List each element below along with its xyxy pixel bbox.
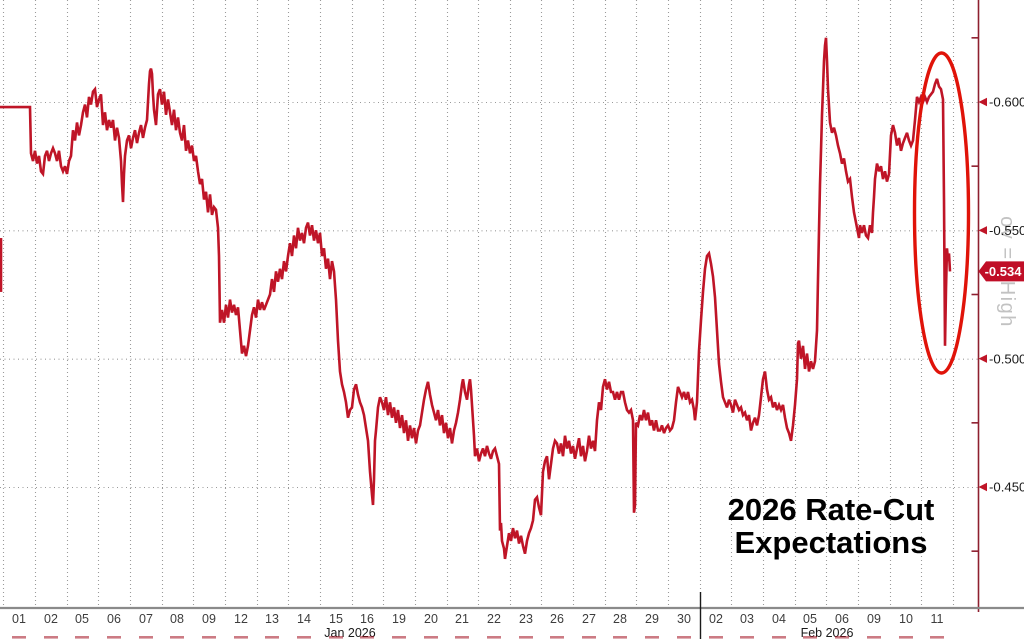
x-tick-label: 06 (835, 612, 849, 626)
bottom-dash (867, 636, 881, 639)
chart-title: 2026 Rate-Cut Expectations (728, 492, 935, 560)
bottom-dash (455, 636, 469, 639)
chart-title-line1: 2026 Rate-Cut (728, 492, 935, 527)
chart-title-line2: Expectations (735, 525, 928, 560)
bottom-dash (234, 636, 248, 639)
y-tick-label: -0.500 (989, 351, 1024, 366)
bottom-dash (44, 636, 58, 639)
x-tick-label: 14 (297, 612, 311, 626)
y-tick-label: -0.550 (989, 223, 1024, 238)
x-tick-label: 05 (75, 612, 89, 626)
x-tick-label: 30 (677, 612, 691, 626)
bottom-dash (297, 636, 311, 639)
bottom-dash (709, 636, 723, 639)
x-tick-label: 23 (519, 612, 533, 626)
last-price-badge-label: -0.534 (985, 264, 1023, 279)
x-tick-label: 04 (772, 612, 786, 626)
x-tick-label: 03 (740, 612, 754, 626)
month-label: Feb 2026 (801, 626, 854, 639)
y-tick-arrow (978, 482, 987, 492)
bottom-dash (582, 636, 596, 639)
x-tick-label: 01 (12, 612, 26, 626)
x-tick-label: 07 (139, 612, 153, 626)
bottom-dash (613, 636, 627, 639)
bottom-dash (487, 636, 501, 639)
bottom-dash (170, 636, 184, 639)
bottom-dash (12, 636, 26, 639)
x-tick-label: 06 (107, 612, 121, 626)
bottom-dash (645, 636, 659, 639)
bottom-panel-fragment (12, 636, 944, 639)
bottom-dash (424, 636, 438, 639)
vertical-gridlines (2, 0, 955, 608)
bottom-dash (519, 636, 533, 639)
bottom-dash (202, 636, 216, 639)
x-tick-label: 11 (931, 612, 944, 626)
bottom-dash (329, 636, 343, 639)
bottom-dash (392, 636, 406, 639)
month-labels: Jan 2026 Feb 2026 (324, 626, 853, 639)
x-tick-label: 19 (392, 612, 406, 626)
y-tick-label: -0.600 (989, 95, 1024, 110)
x-tick-label: 29 (645, 612, 659, 626)
y-tick-label: -0.450 (989, 480, 1024, 495)
annotation-ellipse (912, 51, 971, 375)
bottom-dash (550, 636, 564, 639)
price-line-series (0, 37, 952, 560)
bottom-dash (107, 636, 121, 639)
x-tick-label: 20 (424, 612, 438, 626)
x-tick-label: 05 (803, 612, 817, 626)
month-label: Jan 2026 (324, 626, 375, 639)
series-path (0, 37, 952, 560)
bottom-dash (265, 636, 279, 639)
bottom-dash (75, 636, 89, 639)
y-tick-arrow (978, 226, 987, 235)
bottom-dash (360, 636, 374, 639)
bottom-dash (899, 636, 913, 639)
x-tick-label: 27 (582, 612, 596, 626)
x-tick-label: 12 (234, 612, 248, 626)
x-tick-label: 09 (867, 612, 881, 626)
x-tick-label: 28 (613, 612, 627, 626)
x-tick-label: 09 (202, 612, 216, 626)
x-axis-labels: 01 02 05 06 07 08 09 12 13 14 15 16 19 20 21 22 23 26 27 28… (12, 612, 943, 626)
last-price-badge-shape (978, 261, 1024, 282)
x-tick-label: 02 (44, 612, 58, 626)
x-tick-label: 08 (170, 612, 184, 626)
bottom-dash (139, 636, 153, 639)
bottom-dash (835, 636, 849, 639)
x-tick-label: 10 (899, 612, 913, 626)
y-axis-ticks: -0.600 -0.550 -0.500 -0.450 (971, 37, 1024, 552)
horizontal-gridlines (0, 101, 978, 489)
bottom-dash (930, 636, 944, 639)
x-tick-label: 21 (455, 612, 469, 626)
x-tick-label: 16 (360, 612, 374, 626)
x-tick-label: 22 (487, 612, 501, 626)
y-tick-arrow (978, 354, 987, 363)
bottom-dash (677, 636, 691, 639)
bottom-dash (772, 636, 786, 639)
x-tick-label: 02 (709, 612, 723, 626)
last-price-badge: -0.534 (978, 261, 1024, 282)
x-tick-label: 13 (265, 612, 279, 626)
bottom-dash (803, 636, 817, 639)
y-tick-arrow (978, 97, 987, 107)
x-tick-label: 15 (329, 612, 343, 626)
bottom-dash (740, 636, 754, 639)
x-tick-label: 26 (550, 612, 564, 626)
